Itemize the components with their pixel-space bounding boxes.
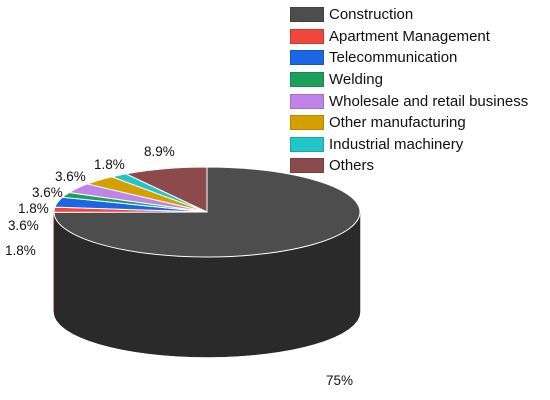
- legend-swatch: [290, 115, 324, 131]
- legend-item: Other manufacturing: [290, 112, 528, 134]
- legend-swatch: [290, 28, 324, 44]
- slice-label-wholesale-and-retail-business: 3.6%: [32, 185, 63, 200]
- slice-label-telecommunication: 3.6%: [8, 218, 39, 233]
- pie-slice-others: [124, 166, 208, 213]
- slice-label-welding: 1.8%: [18, 201, 49, 216]
- legend-item: Construction: [290, 4, 528, 26]
- legend-item: Industrial machinery: [290, 134, 528, 156]
- slice-label-apartment-management: 1.8%: [5, 243, 36, 258]
- legend-swatch: [290, 7, 324, 23]
- legend-swatch: [290, 72, 324, 88]
- legend-swatch: [290, 50, 324, 66]
- legend-label: Telecommunication: [329, 49, 458, 67]
- legend-swatch: [290, 136, 324, 152]
- slice-label-industrial-machinery: 1.8%: [94, 157, 125, 172]
- slice-label-other-manufacturing: 3.6%: [55, 169, 86, 184]
- pie-slice-construction: [53, 166, 361, 258]
- legend-item: Welding: [290, 69, 528, 91]
- legend-label: Construction: [329, 6, 414, 24]
- legend-item: Apartment Management: [290, 26, 528, 48]
- legend-swatch: [290, 93, 324, 109]
- legend-label: Welding: [329, 71, 383, 89]
- legend-label: Other manufacturing: [329, 114, 466, 132]
- legend-label: Wholesale and retail business: [329, 92, 529, 110]
- pie-labels: 75%1.8%3.6%1.8%3.6%3.6%1.8%8.9%: [5, 144, 353, 388]
- pie-slices: [53, 166, 361, 258]
- slice-label-others: 8.9%: [144, 144, 175, 159]
- legend-label: Others: [329, 157, 375, 175]
- slice-label-construction: 75%: [326, 373, 353, 388]
- legend-item: Telecommunication: [290, 47, 528, 69]
- legend-label: Apartment Management: [329, 27, 490, 45]
- legend-label: Industrial machinery: [329, 135, 464, 153]
- legend-item: Wholesale and retail business: [290, 90, 528, 112]
- legend-item: Others: [290, 155, 528, 177]
- legend-swatch: [290, 158, 324, 174]
- legend: Construction Apartment Management Telecomm…: [290, 4, 528, 177]
